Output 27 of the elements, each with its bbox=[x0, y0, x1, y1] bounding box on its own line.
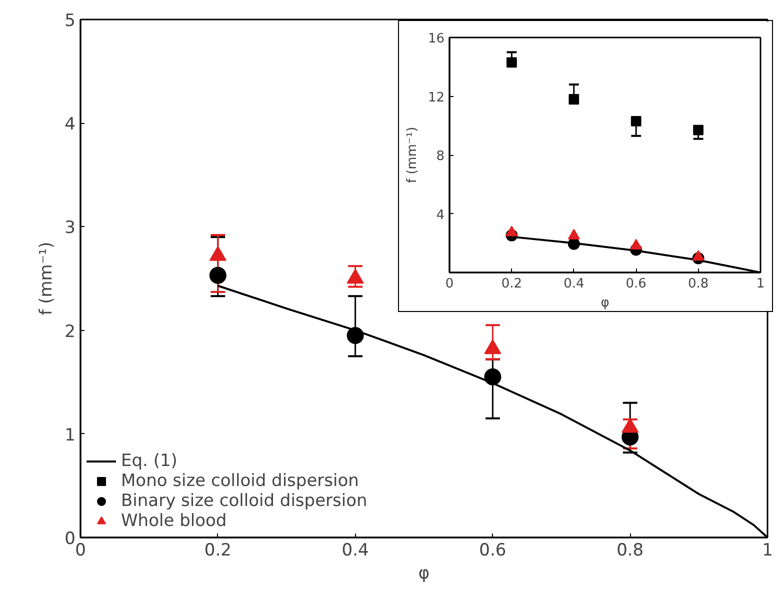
x-axis-title: φ bbox=[600, 296, 610, 310]
x-tick-label: 1 bbox=[756, 276, 765, 292]
x-tick-label: 0.2 bbox=[204, 540, 232, 560]
y-tick-label: 5 bbox=[64, 11, 76, 31]
y-tick-label: 8 bbox=[436, 149, 445, 164]
x-tick-label: 0.8 bbox=[616, 540, 644, 560]
legend-label: Mono size colloid dispersion bbox=[121, 471, 359, 491]
x-tick-label: 0.8 bbox=[688, 276, 709, 292]
x-tick-label: 0.4 bbox=[342, 540, 369, 560]
y-tick-label: 4 bbox=[64, 114, 76, 135]
y-axis-title: f (mm⁻¹) bbox=[36, 242, 57, 316]
y-tick-label: 4 bbox=[436, 208, 445, 223]
legend-label: Binary size colloid dispersion bbox=[121, 491, 368, 511]
x-tick-label: 0.4 bbox=[564, 276, 584, 292]
y-tick-label: 16 bbox=[428, 32, 445, 46]
x-tick-label: 1 bbox=[762, 540, 773, 560]
y-tick-label: 2 bbox=[64, 322, 76, 342]
x-tick-label: 0.2 bbox=[501, 276, 522, 292]
legend-label: Eq. (1) bbox=[121, 451, 178, 471]
y-axis-title: f (mm⁻¹) bbox=[404, 126, 420, 184]
y-tick-label: 12 bbox=[428, 90, 445, 106]
y-tick-label: 3 bbox=[64, 218, 76, 238]
x-tick-label: 0.6 bbox=[626, 276, 646, 292]
x-axis-title: φ bbox=[418, 564, 430, 584]
legend-label: Whole blood bbox=[121, 511, 227, 531]
y-tick-label: 1 bbox=[64, 425, 76, 446]
x-tick-label: 0.6 bbox=[479, 540, 506, 560]
